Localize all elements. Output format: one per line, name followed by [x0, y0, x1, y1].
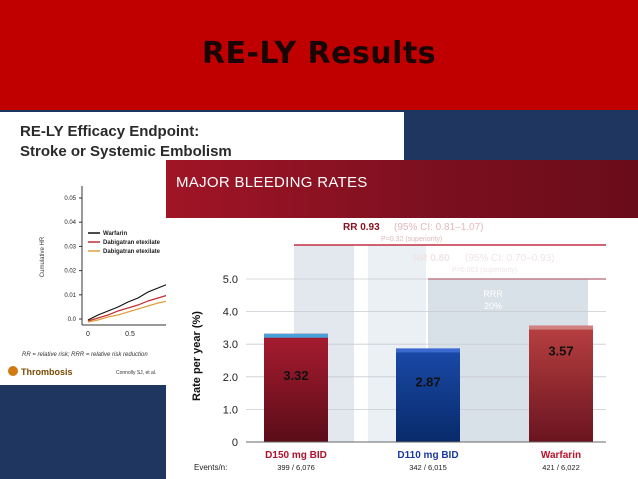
bar-1 [264, 333, 328, 442]
bar-cap-3 [529, 325, 593, 330]
efficacy-x-tick-label: 0 [86, 331, 90, 338]
thrombosis-icon [8, 366, 18, 376]
bleeding-y-ticks: 0 1.0 2.0 3.0 4.0 5.0 [223, 274, 238, 449]
y-tick-label: 1.0 [223, 404, 238, 416]
bar-3 [529, 325, 593, 442]
bar-cap-2 [396, 348, 460, 353]
thrombosis-label: Thrombosis [21, 367, 73, 377]
bar-cap-1 [264, 333, 328, 338]
bar-2 [396, 348, 460, 442]
events-value: 421 / 6,022 [542, 463, 580, 472]
category-label: D150 mg BID [265, 450, 327, 461]
rr2-main: RR 0.80 [413, 253, 450, 264]
efficacy-x-tick-label: 0.5 [125, 331, 135, 338]
category-label: D110 mg BID [397, 450, 458, 461]
bar-value-label: 2.87 [415, 374, 440, 389]
y-tick-label: 3.0 [223, 339, 238, 351]
bleeding-events: 399 / 6,076 342 / 6,015 421 / 6,022 [277, 463, 580, 472]
bleeding-categories: D150 mg BID D110 mg BID Warfarin [265, 450, 581, 461]
efficacy-chart: 0.050.040.030.020.010.0 0 0.5 Cumulative … [40, 186, 170, 338]
efficacy-legend: Warfarin Dabigatran etexilate Dabigatran… [88, 231, 161, 255]
efficacy-title-line2: Stroke or Systemic Embolism [20, 143, 232, 160]
rr1-ci: (95% CI: 0.81–1.07) [394, 222, 484, 233]
events-value: 399 / 6,076 [277, 463, 315, 472]
citation: Connolly SJ, et al. [116, 370, 157, 376]
legend-dabigatran-1: Dabigatran etexilate [103, 240, 161, 246]
slide-title: RE-LY Results [201, 36, 437, 71]
legend-dabigatran-2: Dabigatran etexilate [103, 249, 161, 255]
rr1-p: P=0.32 (superiority) [381, 236, 442, 243]
title-banner: RE-LY Results [0, 0, 638, 110]
y-tick-label: 5.0 [223, 274, 238, 286]
thrombosis-logo: Thrombosis [8, 366, 73, 377]
efficacy-y-tick-label: 0.01 [64, 293, 76, 299]
efficacy-curve-dabigatran-110 [87, 294, 169, 322]
bar-value-label: 3.57 [548, 344, 573, 359]
y-tick-label: 0 [232, 437, 238, 449]
y-tick-label: 2.0 [223, 372, 238, 384]
bar-value-label: 3.32 [283, 368, 308, 383]
efficacy-y-tick-label: 0.04 [64, 220, 76, 226]
legend-warfarin: Warfarin [103, 231, 127, 237]
rr1-main: RR 0.93 [343, 222, 380, 233]
events-label: Events/n: [194, 463, 227, 472]
efficacy-curve-warfarin [87, 283, 169, 321]
efficacy-y-tick-label: 0.02 [64, 269, 76, 275]
efficacy-y-tick-label: 0.03 [64, 244, 76, 250]
rr2-ci: (95% CI: 0.70–0.93) [465, 253, 555, 264]
events-value: 342 / 6,015 [409, 463, 447, 472]
efficacy-footnote: RR = relative risk; RRR = relative risk … [22, 352, 148, 358]
bleeding-slide: MAJOR BLEEDING RATES RR 0.93 (95% CI: 0.… [166, 160, 638, 479]
category-label: Warfarin [541, 450, 581, 461]
rr2-p: P=0.003 (superiority) [452, 267, 517, 274]
bleeding-bars: 3.32 2.87 3.57 [264, 325, 593, 442]
efficacy-title: RE-LY Efficacy Endpoint: Stroke or Syste… [20, 122, 232, 162]
bleeding-chart: RR 0.93 (95% CI: 0.81–1.07) P=0.32 (supe… [191, 222, 606, 472]
bleeding-y-label: Rate per year (%) [191, 311, 203, 401]
rrr-label: RRR [483, 289, 503, 299]
efficacy-y-label: Cumulative HR [40, 236, 46, 277]
efficacy-y-tick-label: 0.05 [64, 196, 76, 202]
efficacy-y-tick-label: 0.0 [68, 317, 77, 323]
efficacy-x-ticks: 0 0.5 [86, 331, 135, 338]
efficacy-y-ticks: 0.05 0.04 0.03 0.02 0.01 0.0 [64, 196, 82, 323]
rrr-value: 20% [484, 301, 502, 311]
y-tick-label: 4.0 [223, 307, 238, 319]
bleeding-header: MAJOR BLEEDING RATES [166, 160, 638, 218]
efficacy-title-line1: RE-LY Efficacy Endpoint: [20, 123, 200, 140]
bleeding-title: MAJOR BLEEDING RATES [176, 174, 368, 191]
efficacy-curve-dabigatran-150 [87, 300, 169, 323]
